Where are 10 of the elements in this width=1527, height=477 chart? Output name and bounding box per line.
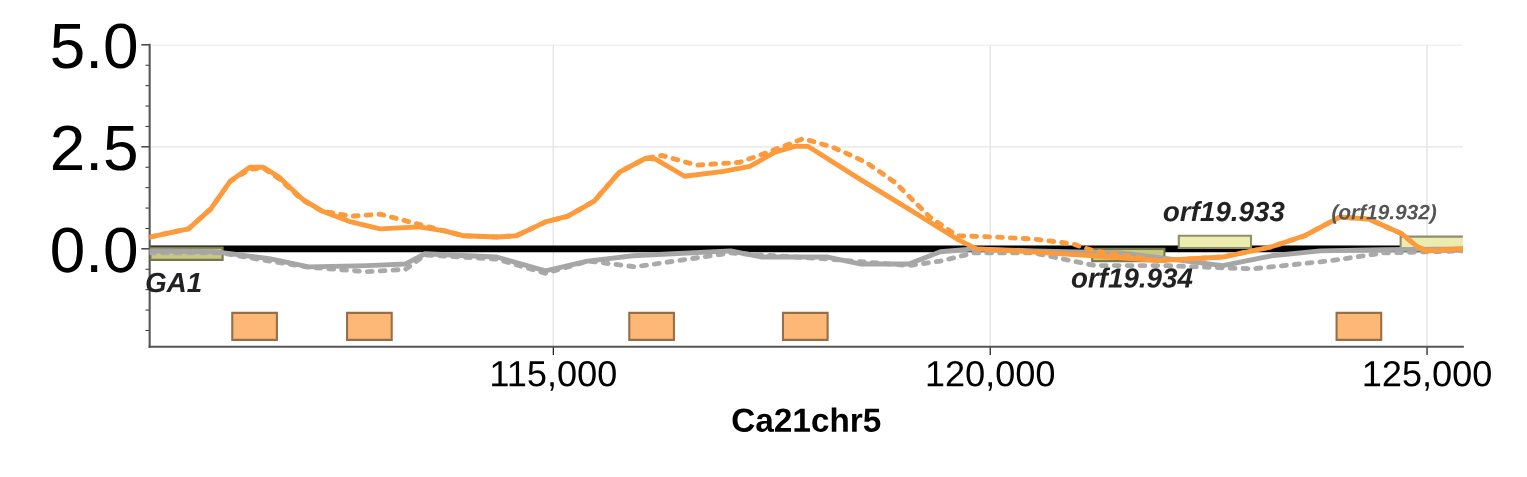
y-tick-label: 2.5	[52, 125, 136, 171]
y-tick-label: 5.0	[52, 23, 137, 69]
x-tick-label: 115,000	[492, 360, 616, 391]
annotation: (orf19.932)	[1332, 204, 1437, 224]
x-tick-label: 120,000	[927, 360, 1055, 391]
x-tick-label: 125,000	[1364, 360, 1491, 391]
y-tick-label: 0.0	[52, 227, 137, 273]
x-axis-title: Ca21chr5	[732, 407, 881, 433]
annotation: orf19.933	[1163, 200, 1285, 222]
annotation: orf19.934	[1071, 267, 1193, 288]
